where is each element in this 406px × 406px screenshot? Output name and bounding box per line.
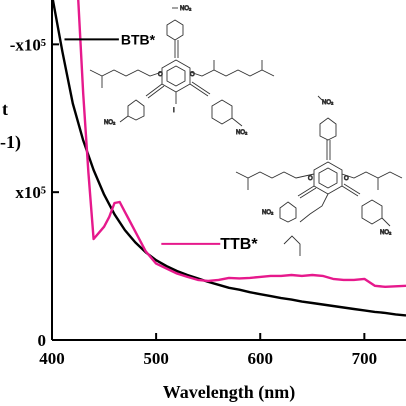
y-axis-unit-fragment: -1) [0, 132, 21, 153]
x-tick-label: 700 [352, 349, 378, 368]
btb-nitro-right: NO₂ [236, 130, 248, 136]
btb-oxygen-left: O [158, 72, 163, 78]
ttb-nitro-left: NO₂ [262, 210, 274, 216]
btb-nitro-left: NO₂ [104, 120, 116, 126]
annotation-label-btb: BTB* [121, 31, 156, 47]
btb-iodine: I [173, 108, 175, 114]
btb-structure-illustration: NO₂ NO₂ NO₂ O O I [89, 6, 275, 136]
ttb-nitro-right: NO₂ [380, 230, 392, 236]
x-axis-title: Wavelength (nm) [163, 382, 296, 403]
btb-nitro-top: NO₂ [180, 6, 192, 12]
annotation-label-ttb: TTB* [220, 236, 258, 253]
ttb-structure-illustration: NO₂ NO₂ NO₂ O O [235, 95, 403, 256]
y-tick-label: 0 [38, 331, 47, 350]
ttb-nitro-top: NO₂ [322, 100, 334, 106]
tick-layer: 400 500 600 700 0 x10⁵ -x10⁵ [10, 35, 377, 368]
btb-oxygen-right: O [190, 72, 195, 78]
x-tick-label: 500 [143, 349, 169, 368]
y-axis-title-fragment: t [2, 99, 8, 119]
annotation-layer: BTB* TTB* [64, 31, 258, 253]
series-layer [52, 0, 406, 317]
series-line-ttb [77, 0, 406, 288]
ttb-oxygen-left: O [308, 176, 313, 182]
x-tick-label: 400 [39, 349, 65, 368]
axes [51, 0, 406, 341]
ttb-oxygen-right: O [344, 176, 349, 182]
y-tick-label: -x10⁵ [10, 35, 46, 54]
series-line-btb [52, 0, 406, 317]
x-tick-label: 600 [247, 349, 273, 368]
y-tick-label: x10⁵ [15, 183, 46, 202]
